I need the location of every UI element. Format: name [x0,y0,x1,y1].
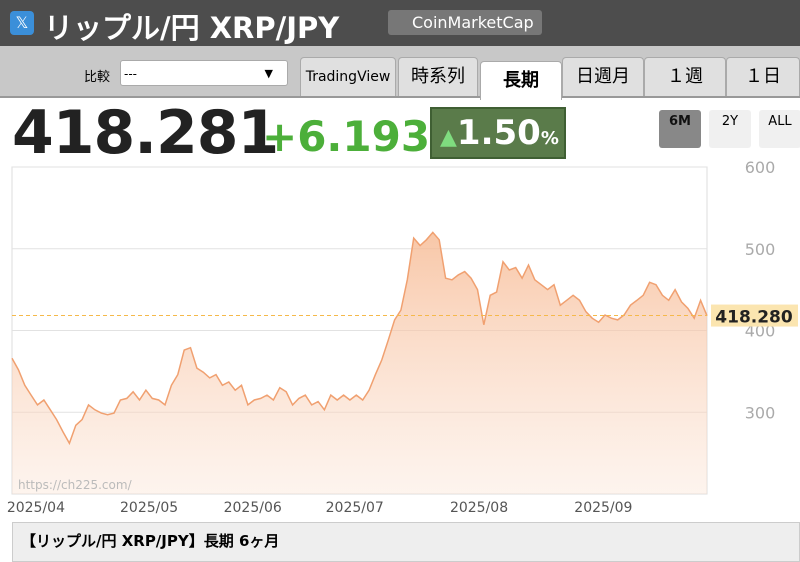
tab[interactable]: 時系列 [398,57,478,96]
x-tick-label: 2025/05 [120,500,178,516]
range-button[interactable]: 2Y [709,110,751,148]
tab[interactable]: 長期 [480,61,562,100]
tab[interactable]: １日 [726,57,800,96]
compare-label: 比較 [84,70,111,85]
x-tick-label: 2025/04 [7,500,65,516]
page-title: リップル/円 XRP/JPY [44,11,340,45]
y-tick-label: 600 [745,158,776,177]
change-percent-box: ▲1.50% [430,107,566,159]
tab[interactable]: 日週月 [562,57,644,96]
price-line [11,231,708,446]
price: 418.281 [12,98,279,168]
last-value-box [711,304,798,327]
x-tick-label: 2025/08 [450,500,508,516]
area-fill [12,232,707,494]
change-percent: 1.50 [456,113,541,153]
header: 𝕏 リップル/円 XRP/JPY CoinMarketCap [0,0,800,46]
tab[interactable]: TradingView [300,57,396,96]
percent-unit: % [540,128,559,149]
watermark: https://ch225.com/ [18,478,133,492]
footer: 【リップル/円 XRP/JPY】長期 6ヶ月 [12,522,800,562]
x-tick-label: 2025/07 [326,500,384,516]
link-badge[interactable]: CoinMarketCap [388,10,542,35]
y-tick-label: 500 [745,240,776,259]
y-tick-label: 300 [745,403,776,422]
range-button[interactable]: 6M [659,110,701,148]
last-value-label: 418.280 [715,308,793,328]
tab[interactable]: １週 [644,57,726,96]
compare-select[interactable]: --- [120,60,288,87]
range-button[interactable]: ALL [759,110,800,148]
price-change: +6.193 [262,112,431,161]
x-tick-label: 2025/09 [574,500,632,516]
x-tick-label: 2025/06 [224,500,282,516]
x-share-icon[interactable]: 𝕏 [10,11,34,35]
